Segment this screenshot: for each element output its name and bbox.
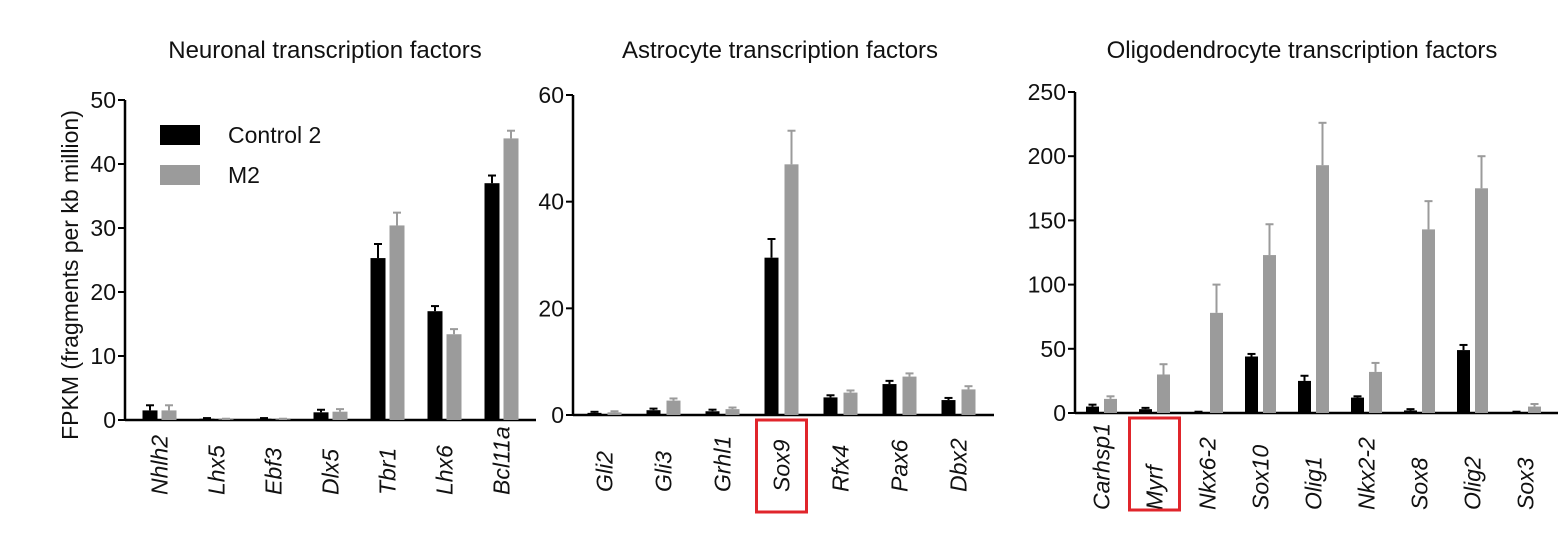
x-tick-label: Bcl11a <box>489 426 515 495</box>
legend-label-control: Control 2 <box>228 122 321 148</box>
bar-control <box>764 257 779 415</box>
bar-m2 <box>1157 374 1170 413</box>
bar-m2 <box>332 411 348 420</box>
y-tick-label: 20 <box>90 279 116 305</box>
bar-control <box>941 400 956 415</box>
y-tick-label: 0 <box>103 407 116 433</box>
y-tick-label: 250 <box>1028 79 1066 105</box>
bar-m2 <box>607 412 622 415</box>
bar-m2 <box>1528 406 1541 413</box>
bar-control <box>823 397 838 415</box>
x-tick-label: Pax6 <box>887 439 913 492</box>
x-tick-label: Nhlh2 <box>147 435 173 495</box>
bar-control <box>370 258 386 420</box>
bar-m2 <box>1263 255 1276 413</box>
bar-m2 <box>161 410 177 420</box>
bar-control <box>705 411 720 415</box>
x-tick-label: Sox8 <box>1407 457 1433 510</box>
bar-m2 <box>1316 165 1329 413</box>
bar-m2 <box>503 138 519 420</box>
y-tick-label: 20 <box>538 295 564 321</box>
highlight-box <box>755 418 808 514</box>
bar-control <box>587 412 602 415</box>
y-tick-label: 150 <box>1028 207 1066 233</box>
x-tick-label: Nkx6-2 <box>1195 437 1221 510</box>
legend-swatch-m2 <box>160 165 200 185</box>
legend: Control 2 M2 <box>160 122 321 188</box>
y-tick-label: 50 <box>1040 336 1066 362</box>
x-tick-label: Grhl1 <box>710 436 736 492</box>
bar-m2 <box>446 334 462 420</box>
bar-m2 <box>1210 312 1223 413</box>
y-tick-label: 50 <box>90 87 116 113</box>
bar-control <box>1245 356 1258 413</box>
bar-m2 <box>389 225 405 420</box>
x-tick-label: Sox10 <box>1248 445 1274 510</box>
highlight-box <box>1128 416 1181 512</box>
bar-m2 <box>961 389 976 415</box>
x-tick-label: Nkx2-2 <box>1354 437 1380 510</box>
x-tick-label: Olig1 <box>1301 456 1327 510</box>
bar-control <box>199 418 215 420</box>
bar-control <box>1457 350 1470 413</box>
x-tick-label: Lhx6 <box>432 445 458 495</box>
bar-control <box>1139 409 1152 413</box>
x-tick-label: Sox9 <box>769 439 795 492</box>
y-tick-label: 200 <box>1028 143 1066 169</box>
y-tick-label: 60 <box>538 82 564 108</box>
bar-m2 <box>1475 188 1488 413</box>
y-tick-label: 100 <box>1028 272 1066 298</box>
x-tick-label: Myrf <box>1142 463 1168 510</box>
y-tick-label: 10 <box>90 343 116 369</box>
bar-m2 <box>902 376 917 415</box>
x-tick-label: Gli2 <box>592 451 618 492</box>
bar-control <box>1086 406 1099 413</box>
bar-m2 <box>725 409 740 415</box>
x-tick-label: Tbr1 <box>375 448 401 495</box>
legend-swatch-control <box>160 125 200 145</box>
y-axis-label: FPKM (fragments per kb million) <box>57 110 83 440</box>
bar-control <box>256 418 272 420</box>
bar-control <box>882 384 897 415</box>
bar-control <box>646 410 661 415</box>
bar-m2 <box>1422 229 1435 413</box>
y-tick-label: 40 <box>538 189 564 215</box>
x-tick-label: Sox3 <box>1513 457 1539 510</box>
y-tick-label: 0 <box>1053 400 1066 426</box>
x-tick-label: Rfx4 <box>828 445 854 492</box>
chart-panel-2: Astrocyte transcription factors 0 20 40 60 Gl… <box>538 37 994 514</box>
bar-control <box>1404 410 1417 413</box>
bar-control <box>142 410 158 420</box>
x-tick-label: Dbx2 <box>946 438 972 492</box>
bar-control <box>313 412 329 420</box>
bar-control <box>1298 380 1311 413</box>
y-tick-label: 40 <box>90 151 116 177</box>
bar-m2 <box>1369 371 1382 413</box>
bar-control <box>484 183 500 420</box>
chart-title: Oligodendrocyte transcription factors <box>1107 37 1498 64</box>
x-tick-label: Dlx5 <box>318 449 344 495</box>
y-tick-label: 30 <box>90 215 116 241</box>
bar-control <box>1351 397 1364 413</box>
chart-panel-3: Oligodendrocyte transcription factors 0 50… <box>1028 37 1558 512</box>
x-tick-label: Olig2 <box>1460 456 1486 510</box>
x-tick-label: Gli3 <box>651 451 677 492</box>
x-tick-label: Ebf3 <box>261 447 287 495</box>
bar-control <box>427 311 443 420</box>
x-tick-label: Carhsp1 <box>1089 423 1115 510</box>
y-tick-label: 0 <box>551 402 564 428</box>
bar-m2 <box>666 400 681 415</box>
bar-m2 <box>843 392 858 415</box>
chart-panel-1: Neuronal transcription factors 0 10 20 30 40 5… <box>90 37 536 495</box>
bar-m2 <box>1104 398 1117 413</box>
x-tick-label: Lhx5 <box>204 445 230 495</box>
chart-title: Astrocyte transcription factors <box>622 37 938 64</box>
legend-label-m2: M2 <box>228 162 260 188</box>
bar-m2 <box>784 164 799 415</box>
chart-title: Neuronal transcription factors <box>168 37 481 64</box>
